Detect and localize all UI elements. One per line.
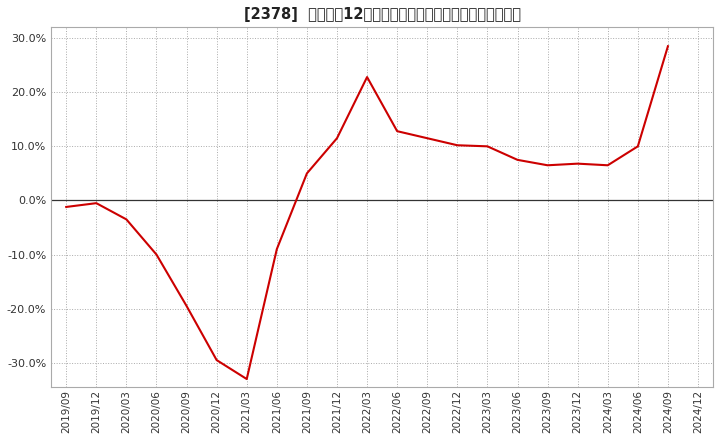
Title: [2378]  売上高の12か月移動合計の対前年同期増減率の推移: [2378] 売上高の12か月移動合計の対前年同期増減率の推移 <box>243 7 521 22</box>
